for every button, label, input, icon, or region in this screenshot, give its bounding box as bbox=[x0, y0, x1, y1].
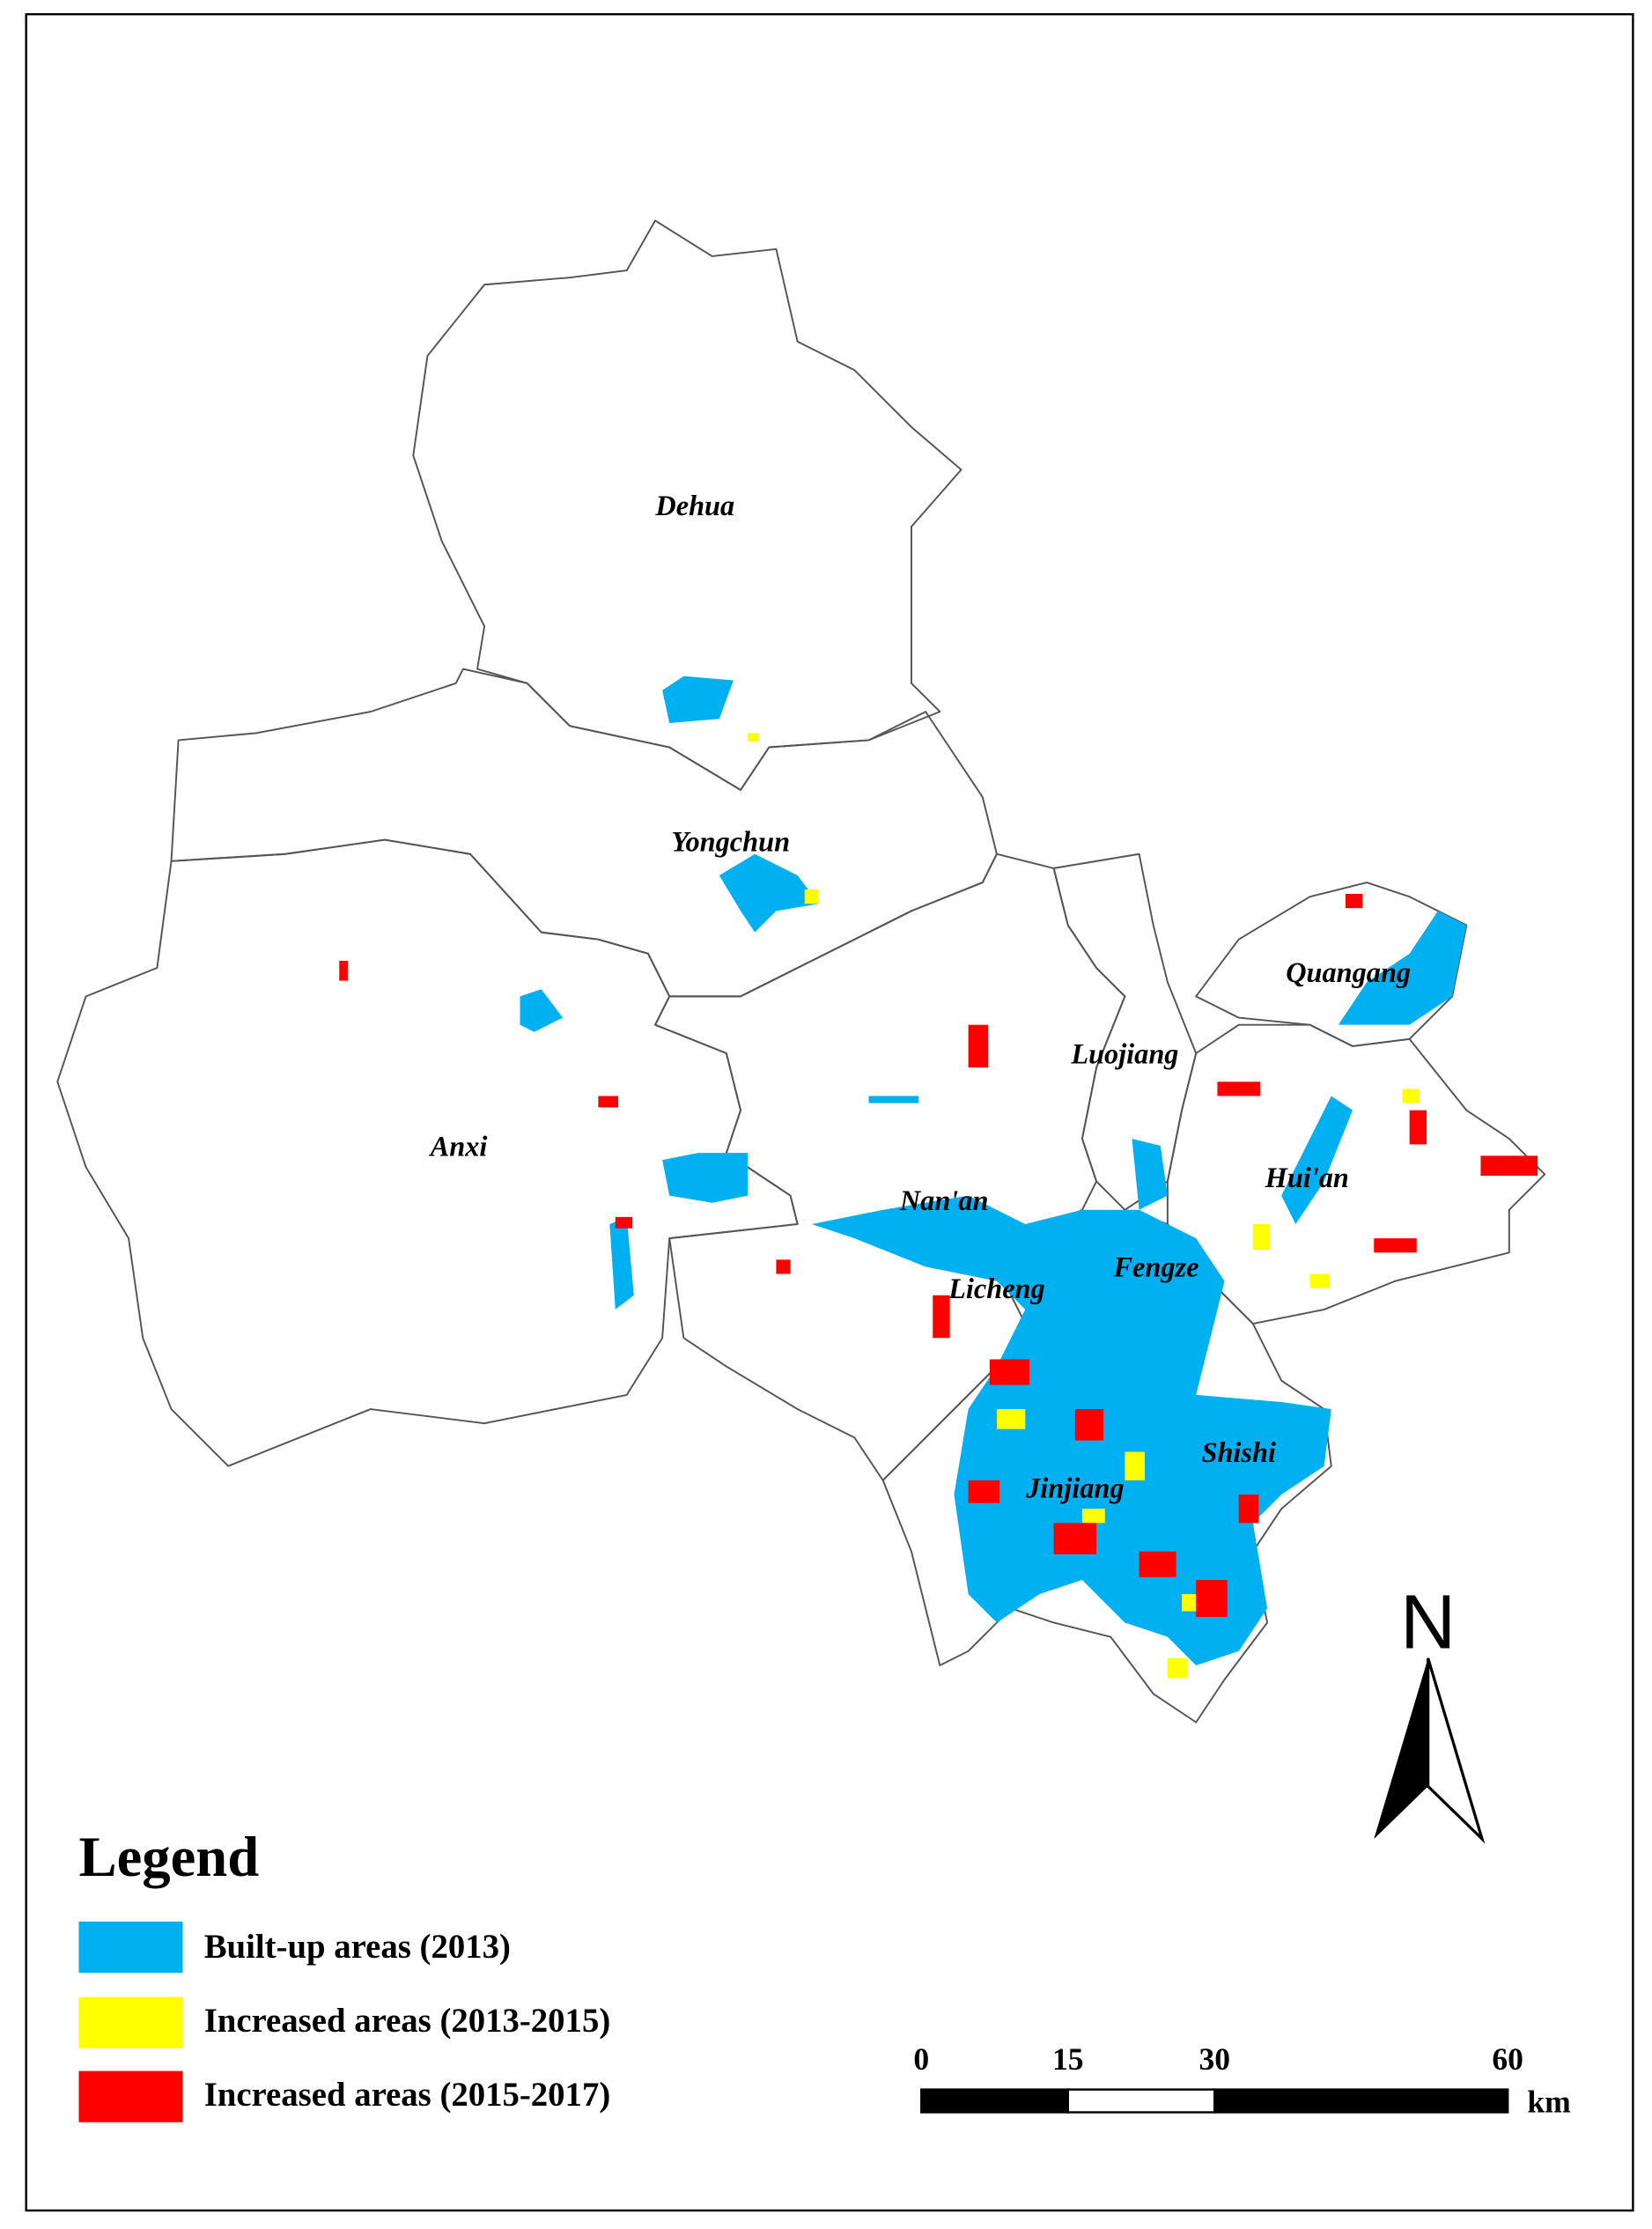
patch bbox=[1480, 1155, 1538, 1176]
region-label: Jinjiang bbox=[1025, 1472, 1124, 1503]
patch bbox=[804, 889, 819, 904]
frame bbox=[25, 12, 1634, 2212]
patch bbox=[1074, 1409, 1104, 1441]
patch bbox=[1374, 1238, 1417, 1253]
region-label: Shishi bbox=[1201, 1436, 1275, 1468]
scale-segment bbox=[920, 2088, 1069, 2114]
patch bbox=[339, 960, 348, 981]
region-label: Quangang bbox=[1286, 956, 1411, 988]
patch bbox=[1345, 893, 1363, 909]
arrow-left bbox=[1374, 1657, 1428, 1840]
patch bbox=[811, 1195, 1331, 1665]
patch bbox=[662, 1153, 749, 1203]
patch bbox=[1338, 911, 1467, 1025]
scale-tick-label: 60 bbox=[1492, 2041, 1523, 2077]
patch bbox=[615, 1216, 633, 1229]
patch bbox=[609, 1216, 634, 1310]
patch bbox=[520, 989, 563, 1032]
region-label: Anxi bbox=[429, 1130, 488, 1162]
patch bbox=[933, 1295, 950, 1339]
patch bbox=[662, 675, 734, 724]
patch bbox=[1081, 1509, 1105, 1524]
legend-swatch bbox=[78, 1997, 183, 2048]
patch bbox=[598, 1096, 619, 1108]
patch bbox=[1125, 1451, 1146, 1480]
patch bbox=[1252, 1223, 1271, 1251]
region-label: Luojiang bbox=[1070, 1037, 1178, 1069]
patch bbox=[1402, 1089, 1420, 1103]
patch bbox=[1167, 1657, 1188, 1679]
patch bbox=[989, 1359, 1030, 1385]
region-label: Nan'an bbox=[899, 1185, 989, 1216]
north-label: N bbox=[1400, 1580, 1456, 1665]
scale-segment bbox=[1213, 2088, 1509, 2114]
legend-swatch bbox=[78, 1921, 183, 1974]
region-label: Dehua bbox=[654, 490, 734, 521]
scale-unit: km bbox=[1527, 2084, 1570, 2119]
arrow-right bbox=[1427, 1657, 1486, 1844]
increase-2013-2015 bbox=[748, 733, 1420, 1679]
patch bbox=[748, 733, 760, 742]
patch bbox=[968, 1480, 1000, 1503]
scale-segment bbox=[1066, 2088, 1216, 2114]
scale-tick-label: 0 bbox=[913, 2041, 929, 2077]
patch bbox=[1053, 1523, 1097, 1554]
north-arrow: N bbox=[1374, 1580, 1486, 1844]
patch bbox=[1409, 1110, 1427, 1145]
patch bbox=[1217, 1081, 1260, 1096]
region-label: Hui'an bbox=[1265, 1162, 1349, 1193]
patch bbox=[1238, 1495, 1259, 1524]
region-label: Yongchun bbox=[671, 825, 790, 857]
scale-tick-label: 30 bbox=[1198, 2041, 1230, 2077]
patch bbox=[1132, 1138, 1168, 1210]
region-labels: Dehua Yongchun Anxi Nan'an Luojiang Quan… bbox=[429, 490, 1411, 1503]
patch bbox=[1139, 1551, 1176, 1577]
built-up-2013 bbox=[520, 675, 1467, 1665]
patch bbox=[776, 1259, 791, 1274]
patch bbox=[868, 1096, 919, 1103]
patch bbox=[719, 853, 819, 933]
legend: Legend Built-up areas (2013) Increased a… bbox=[78, 1825, 610, 2122]
increase-2015-2017 bbox=[339, 893, 1538, 1618]
patch bbox=[1196, 1580, 1228, 1618]
patch bbox=[1309, 1273, 1331, 1288]
legend-item: Increased areas (2013-2015) bbox=[204, 2002, 611, 2040]
legend-item: Built-up areas (2013) bbox=[204, 1928, 511, 1966]
legend-title: Legend bbox=[78, 1825, 259, 1888]
legend-item: Increased areas (2015-2017) bbox=[204, 2076, 611, 2114]
patch bbox=[1281, 1096, 1353, 1224]
patch bbox=[996, 1409, 1026, 1429]
patch bbox=[968, 1024, 989, 1068]
legend-swatch bbox=[78, 2070, 183, 2122]
scale-tick-label: 15 bbox=[1052, 2041, 1084, 2077]
region-label: Licheng bbox=[948, 1273, 1045, 1304]
region-label: Fengze bbox=[1112, 1251, 1198, 1283]
